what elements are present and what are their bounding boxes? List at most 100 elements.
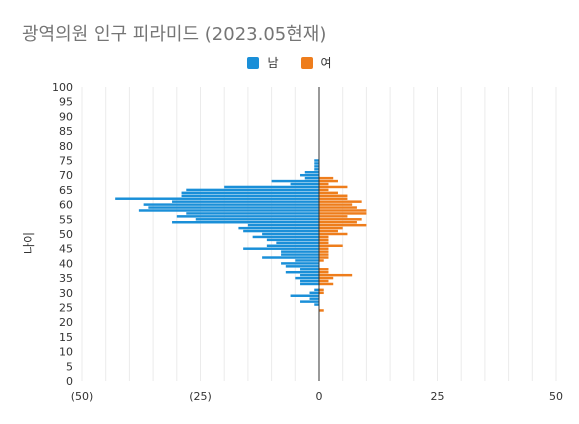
legend: 남 여 <box>0 54 579 71</box>
bar-female-age-50 <box>319 232 348 236</box>
bar-female-age-69 <box>319 176 334 180</box>
y-tick-label: 50 <box>59 228 73 241</box>
bar-female-age-44 <box>319 250 329 253</box>
bar-male-age-36 <box>300 273 319 277</box>
bar-male-age-49 <box>252 235 319 239</box>
bar-male-age-68 <box>271 179 319 183</box>
y-tick-label: 25 <box>59 302 73 315</box>
bar-male-age-53 <box>247 223 319 227</box>
bar-female-age-53 <box>319 223 367 227</box>
bar-male-age-44 <box>281 250 319 253</box>
bar-female-age-57 <box>319 212 367 215</box>
bar-female-age-36 <box>319 273 353 277</box>
bar-male-age-60 <box>143 203 319 206</box>
bar-female-age-66 <box>319 185 348 189</box>
x-tick-label: (50) <box>71 390 94 403</box>
y-tick-label: 75 <box>59 155 73 168</box>
bar-female-age-59 <box>319 206 357 209</box>
bar-female-age-54 <box>319 221 357 224</box>
bar-female-age-63 <box>319 194 348 198</box>
bar-male-age-45 <box>243 247 319 250</box>
bar-female-age-41 <box>319 259 324 262</box>
y-tick-label: 95 <box>59 96 73 109</box>
bar-male-age-50 <box>262 232 319 236</box>
bar-male-age-75 <box>314 159 319 162</box>
bar-male-age-62 <box>115 197 320 200</box>
bar-male-age-47 <box>276 241 319 245</box>
bar-female-age-47 <box>319 241 329 245</box>
bar-female-age-67 <box>319 182 329 186</box>
bar-male-age-35 <box>295 276 319 280</box>
bar-male-age-56 <box>176 215 319 218</box>
bar-female-age-33 <box>319 282 334 286</box>
y-tick-label: 55 <box>59 213 73 226</box>
bar-male-age-33 <box>300 282 319 286</box>
chart-title: 광역의원 인구 피라미드 (2023.05현재) <box>22 24 327 45</box>
bar-male-age-37 <box>285 270 319 274</box>
bar-male-age-28 <box>309 297 319 300</box>
legend-swatch-male <box>247 56 260 69</box>
bar-female-age-37 <box>319 270 329 274</box>
bars-layer <box>115 159 367 312</box>
bar-female-age-34 <box>319 279 329 283</box>
x-tick-label: 0 <box>316 390 323 403</box>
bar-female-age-55 <box>319 218 362 221</box>
bar-female-age-52 <box>319 226 343 230</box>
y-tick-label: 60 <box>59 199 73 212</box>
bar-male-age-65 <box>186 188 319 192</box>
bar-female-age-38 <box>319 268 329 271</box>
bar-male-age-73 <box>314 165 319 168</box>
bar-male-age-38 <box>300 268 319 271</box>
bar-male-age-27 <box>300 300 319 303</box>
ticks-layer: 0510152025303540455055606570758085909510… <box>52 81 563 403</box>
bar-male-age-61 <box>172 200 319 203</box>
legend-item-female[interactable]: 여 <box>300 54 332 71</box>
bar-male-age-52 <box>238 226 319 230</box>
bar-male-age-71 <box>304 171 319 174</box>
x-tick-label: 50 <box>549 390 563 403</box>
y-tick-label: 15 <box>59 331 73 344</box>
y-tick-label: 30 <box>59 287 73 300</box>
y-tick-label: 70 <box>59 169 73 182</box>
bar-male-age-63 <box>181 194 319 198</box>
bar-male-age-43 <box>281 253 319 256</box>
bar-female-age-56 <box>319 215 348 218</box>
y-tick-label: 65 <box>59 184 73 197</box>
bar-female-age-46 <box>319 244 343 247</box>
bar-male-age-31 <box>314 288 319 292</box>
y-tick-label: 90 <box>59 110 73 123</box>
bar-male-age-59 <box>148 206 319 209</box>
bar-female-age-31 <box>319 288 324 292</box>
legend-label-female: 여 <box>320 56 332 70</box>
y-tick-label: 10 <box>59 346 73 359</box>
y-tick-label: 100 <box>52 81 73 94</box>
bar-male-age-64 <box>181 191 319 195</box>
y-tick-label: 0 <box>66 375 73 388</box>
y-tick-label: 85 <box>59 125 73 138</box>
bar-male-age-30 <box>309 291 319 295</box>
bar-male-age-69 <box>304 176 319 180</box>
x-tick-label: (25) <box>189 390 212 403</box>
bar-male-age-48 <box>266 238 319 242</box>
bar-male-age-72 <box>314 168 319 171</box>
bar-male-age-34 <box>300 279 319 283</box>
grid-layer <box>81 87 557 381</box>
y-tick-label: 80 <box>59 140 73 153</box>
bar-female-age-30 <box>319 291 324 295</box>
bar-male-age-67 <box>290 182 319 186</box>
legend-label-male: 남 <box>267 56 279 70</box>
bar-male-age-74 <box>314 162 319 165</box>
y-tick-label: 20 <box>59 316 73 329</box>
bar-male-age-55 <box>195 218 319 221</box>
bar-male-age-42 <box>262 256 319 259</box>
bar-male-age-57 <box>186 212 319 215</box>
bar-male-age-54 <box>172 221 319 224</box>
bar-female-age-64 <box>319 191 338 195</box>
legend-item-male[interactable]: 남 <box>247 54 279 71</box>
bar-female-age-42 <box>319 256 329 259</box>
bar-female-age-58 <box>319 209 367 212</box>
bar-female-age-51 <box>319 229 338 233</box>
bar-male-age-26 <box>314 303 319 306</box>
legend-swatch-female <box>300 56 313 69</box>
bar-female-age-60 <box>319 203 353 206</box>
